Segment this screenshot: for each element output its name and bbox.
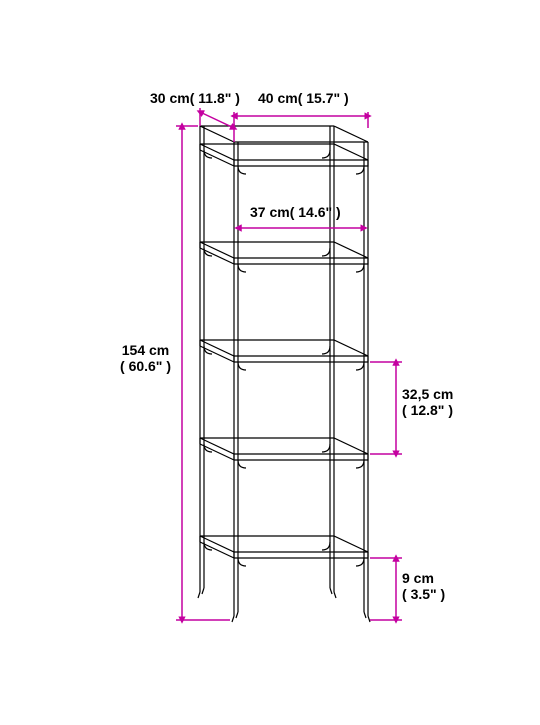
dim-width-in: 15.7" (306, 90, 340, 106)
dim-inner-in: 14.6" (298, 204, 332, 220)
dim-width-cm: 40 cm (258, 90, 298, 106)
dim-foot-cm: 9 cm (402, 570, 445, 586)
dim-height: 154 cm ( 60.6" ) (120, 342, 171, 374)
dim-inner-width: 37 cm( 14.6" ) (250, 204, 341, 220)
dim-depth: 30 cm( 11.8" ) (150, 90, 240, 106)
top-fence (200, 126, 368, 142)
dim-height-in: 60.6" (129, 358, 163, 374)
dim-height-cm: 154 cm (120, 342, 171, 358)
shelf-drawing (0, 0, 540, 720)
dim-gap-cm: 32,5 cm (402, 386, 453, 402)
dim-gap-in: 12.8" (411, 402, 445, 418)
dim-inner-cm: 37 cm (250, 204, 290, 220)
diagram-canvas: 30 cm( 11.8" ) 40 cm( 15.7" ) 37 cm( 14.… (0, 0, 540, 720)
dim-foot: 9 cm ( 3.5" ) (402, 570, 445, 602)
dim-depth-cm: 30 cm (150, 90, 190, 106)
dim-width: 40 cm( 15.7" ) (258, 90, 349, 106)
dim-gap: 32,5 cm ( 12.8" ) (402, 386, 453, 418)
dim-foot-in: 3.5" (411, 586, 437, 602)
dim-depth-in: 11.8" (198, 90, 231, 106)
